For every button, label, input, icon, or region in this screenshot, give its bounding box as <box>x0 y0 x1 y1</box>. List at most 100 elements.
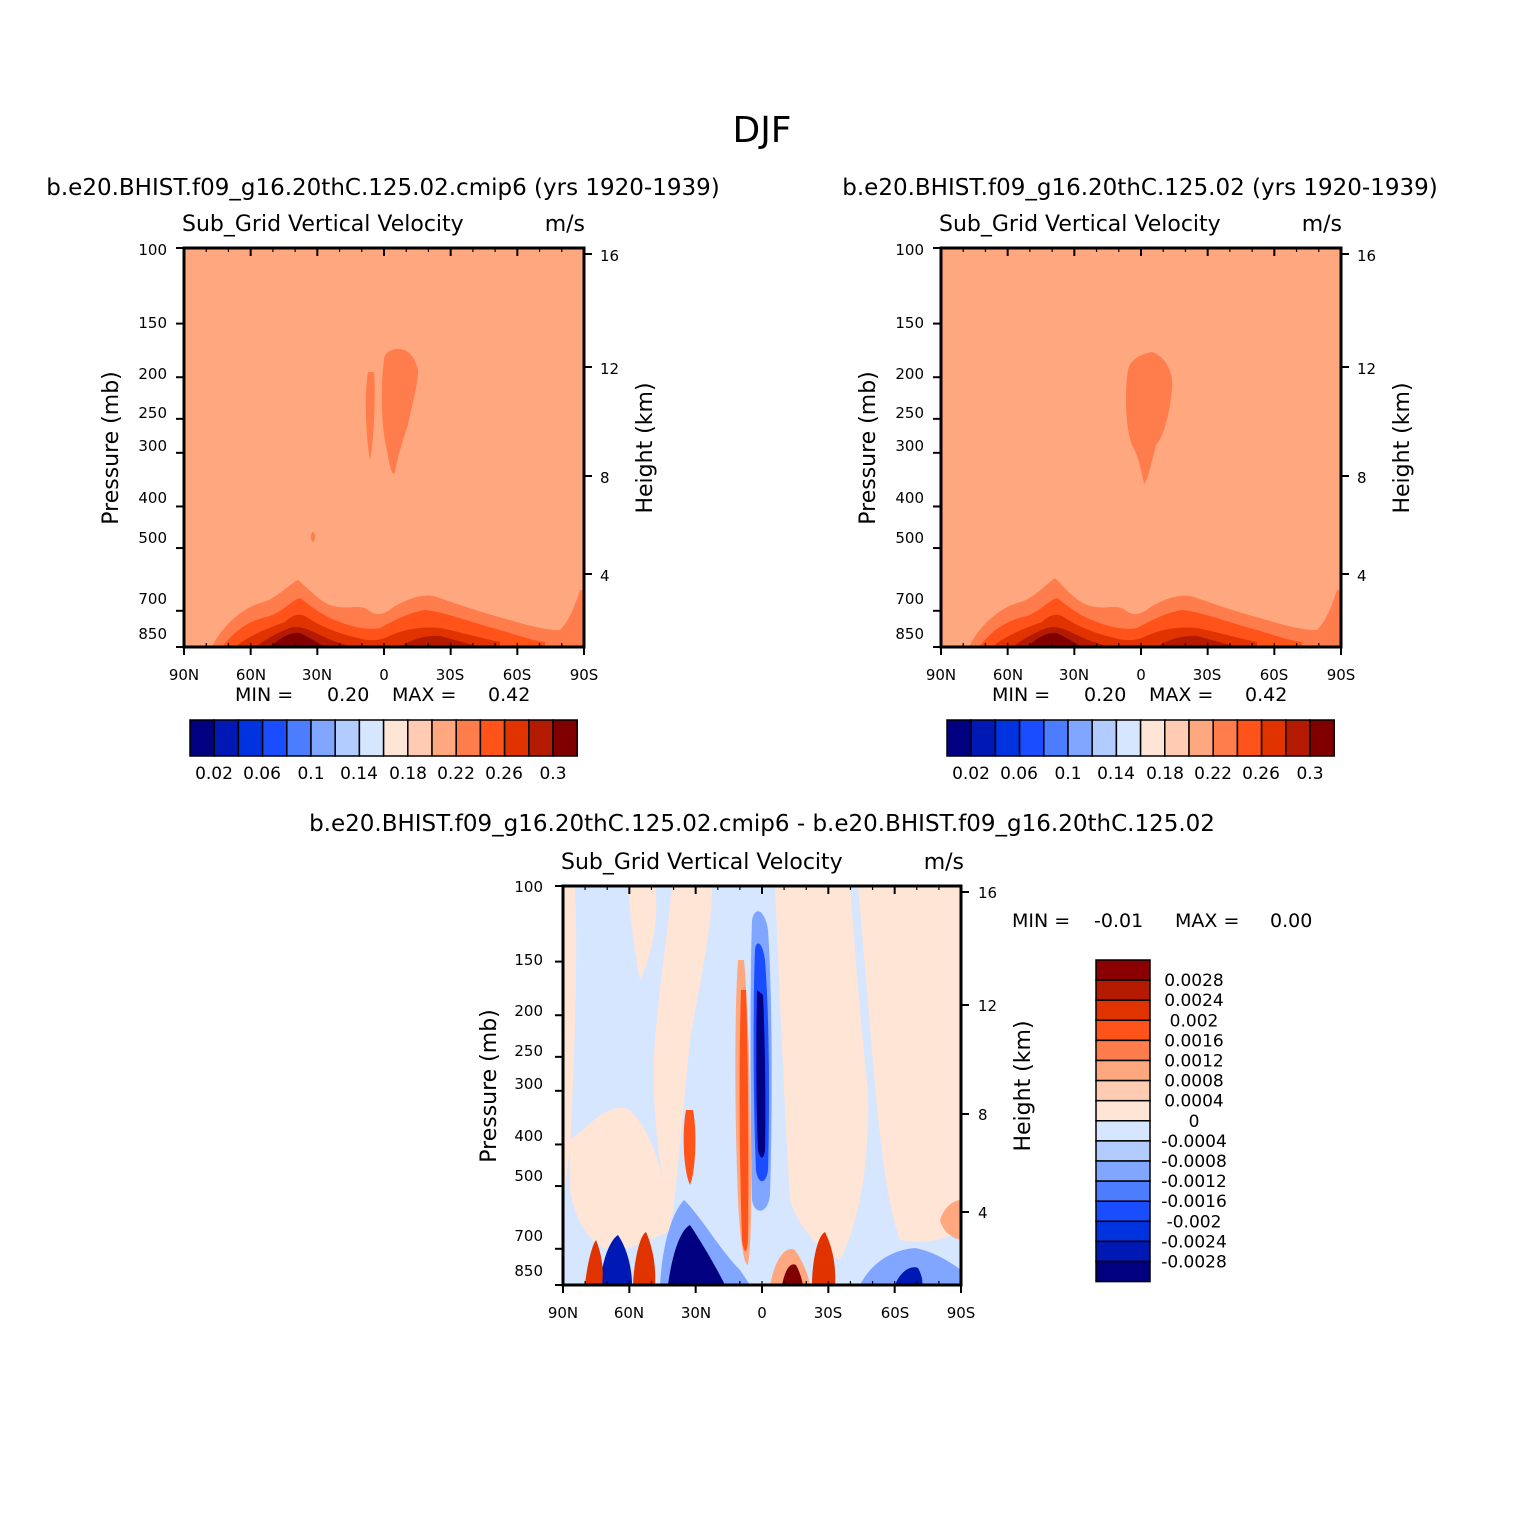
colorbar-swatch <box>1095 959 1151 981</box>
x-tick-label: 0 <box>1136 666 1146 684</box>
variable-title: Sub_Grid Vertical Velocity <box>561 850 843 875</box>
y-tick-label: 400 <box>514 1127 543 1145</box>
y2-tick-label: 8 <box>600 469 610 487</box>
y-tick-label: 150 <box>138 314 167 332</box>
colorbar-label: 0.3 <box>1296 764 1323 784</box>
colorbar-label: 0.26 <box>1242 764 1280 784</box>
contour-positive <box>775 886 869 1260</box>
colorbar-swatch <box>1095 979 1151 1001</box>
colorbar-swatch <box>1095 1120 1151 1142</box>
min-label: MIN = <box>235 684 293 706</box>
y-tick-label: 250 <box>895 404 924 422</box>
colorbar-swatch <box>1095 999 1151 1022</box>
colorbar-swatch <box>382 719 409 757</box>
colorbar-swatch <box>261 719 288 757</box>
colorbar-label: 0.22 <box>437 764 475 784</box>
x-tick-label: 60S <box>881 1304 910 1322</box>
min-value: 0.20 <box>327 684 369 706</box>
colorbar-swatch <box>528 719 554 757</box>
colorbar-swatch <box>479 719 506 757</box>
x-tick-label: 60N <box>614 1304 644 1322</box>
colorbar-swatch <box>1260 719 1287 757</box>
x-tick-label: 90N <box>169 666 199 684</box>
y-tick-label: 850 <box>895 625 924 643</box>
colorbar-swatch <box>1095 1240 1151 1263</box>
y-tick-label: 400 <box>895 489 924 507</box>
contour-negative-core <box>895 1267 923 1285</box>
contour-negative-core <box>668 1225 725 1285</box>
max-value: 0.42 <box>488 684 530 706</box>
colorbar <box>946 719 1335 757</box>
contour-upper-right <box>381 348 418 474</box>
y-tick-label: 100 <box>514 878 543 896</box>
y2-tick-label: 8 <box>978 1106 988 1124</box>
y2-tick-label: 4 <box>978 1204 988 1222</box>
colorbar-label: -0.0024 <box>1161 1232 1227 1252</box>
y-tick-label: 500 <box>514 1167 543 1185</box>
y-tick-label: 850 <box>138 625 167 643</box>
colorbar-labels: 0.00280.00240.0020.00160.00120.00080.000… <box>1161 971 1227 1272</box>
colorbar-label: -0.0028 <box>1161 1253 1227 1273</box>
colorbar-swatch <box>1091 719 1118 757</box>
colorbar-label: 0.18 <box>1146 764 1184 784</box>
colorbar-swatch <box>431 719 457 757</box>
min-label: MIN = <box>1012 910 1070 932</box>
contour-positive-core <box>782 1264 803 1285</box>
colorbar-swatch <box>1095 1160 1151 1182</box>
colorbar-label: 0.22 <box>1194 764 1232 784</box>
y2-tick-label: 16 <box>1357 247 1376 265</box>
y-tick-label: 700 <box>895 590 924 608</box>
colorbar-swatch <box>237 719 264 757</box>
y2-tick-label: 12 <box>1357 360 1376 378</box>
colorbar-swatch <box>310 719 336 757</box>
colorbar-label: -0.0008 <box>1161 1152 1227 1172</box>
x-tick-label: 30S <box>814 1304 843 1322</box>
y-tick-label: 150 <box>895 314 924 332</box>
colorbar-label: 0.0008 <box>1164 1072 1223 1092</box>
contour-small <box>311 532 315 542</box>
y2-tick-label: 8 <box>1357 469 1367 487</box>
y2-tick-label: 4 <box>600 567 610 585</box>
units-label: m/s <box>1302 212 1342 237</box>
plot-background <box>184 248 584 647</box>
y2-tick-label: 12 <box>600 360 619 378</box>
contour-lower-5 <box>270 632 325 647</box>
colorbar-label: 0.0016 <box>1164 1031 1223 1051</box>
units-label: m/s <box>924 850 964 875</box>
x-tick-label: 60N <box>236 666 266 684</box>
max-label: MAX = <box>392 684 456 706</box>
colorbar-swatch <box>1188 719 1214 757</box>
y-tick-label: 200 <box>895 365 924 383</box>
colorbar-swatch <box>1212 719 1239 757</box>
contour-positive-core <box>633 1232 656 1285</box>
y-tick-label: 850 <box>514 1262 543 1280</box>
colorbar-swatch <box>1043 719 1069 757</box>
contour-positive-strong <box>940 1200 961 1240</box>
y-tick-label: 150 <box>514 951 543 969</box>
y-tick-label: 300 <box>895 437 924 455</box>
colorbar-swatch <box>334 719 361 757</box>
panel-test: b.e20.BHIST.f09_g16.20thC.125.02 (yrs 19… <box>842 175 1437 784</box>
colorbar-label: -0.0004 <box>1161 1132 1227 1152</box>
colorbar-swatch <box>358 719 385 757</box>
variable-title: Sub_Grid Vertical Velocity <box>939 212 1221 237</box>
colorbar-swatch <box>552 719 578 757</box>
colorbar-label: 0 <box>1189 1112 1200 1132</box>
y-tick-label: 200 <box>514 1002 543 1020</box>
colorbar-label: 0.1 <box>1054 764 1081 784</box>
contour-upper <box>1125 352 1173 484</box>
colorbar-label: 0.02 <box>195 764 233 784</box>
colorbar-swatch <box>1095 1180 1151 1202</box>
colorbar-swatch <box>1067 719 1093 757</box>
colorbar-label: 0.3 <box>539 764 566 784</box>
x-tick-label: 30N <box>1059 666 1089 684</box>
x-tick-label: 30N <box>302 666 332 684</box>
contour-negative-core <box>600 1235 632 1285</box>
x-tick-label: 60S <box>503 666 532 684</box>
y-tick-label: 300 <box>138 437 167 455</box>
colorbar-label: -0.0012 <box>1161 1172 1227 1192</box>
x-tick-label: 60N <box>993 666 1023 684</box>
colorbar-swatch <box>1095 1140 1151 1162</box>
max-value: 0.00 <box>1270 910 1312 932</box>
y-tick-label: 100 <box>895 241 924 259</box>
